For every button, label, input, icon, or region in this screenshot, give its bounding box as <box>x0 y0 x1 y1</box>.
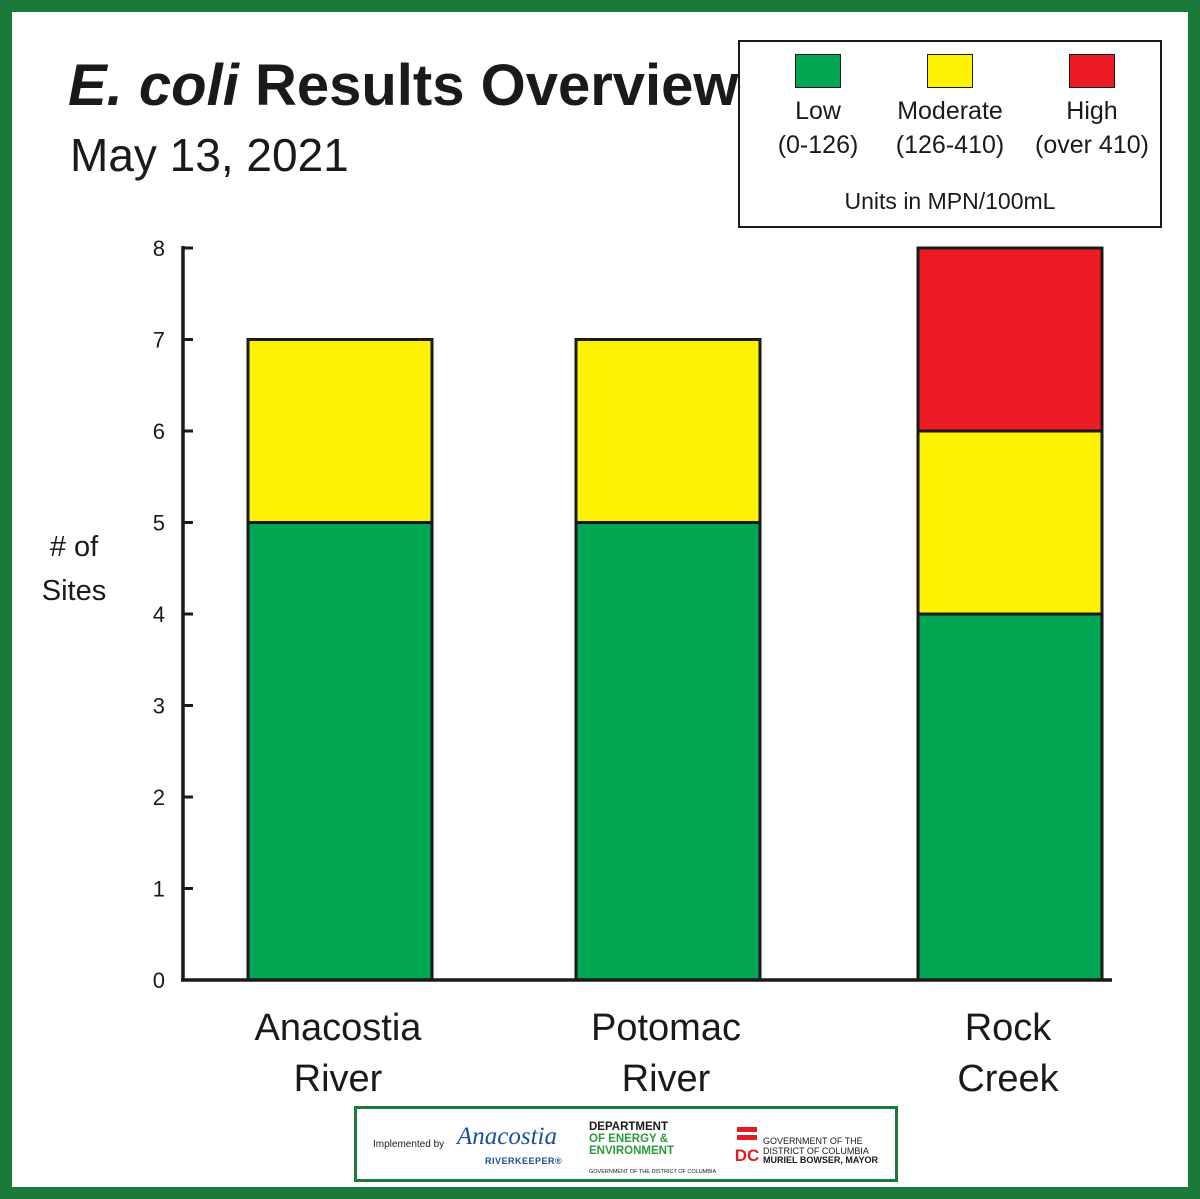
legend-item-high: High (over 410) <box>1022 54 1162 162</box>
dc-government-logo: GOVERNMENT OF THE DISTRICT OF COLUMBIA M… <box>763 1136 903 1166</box>
y-tick-label: 5 <box>153 511 165 536</box>
y-tick-label: 3 <box>153 694 165 719</box>
bar-segment <box>574 338 762 524</box>
x-category-label: Rock <box>965 1007 1053 1049</box>
y-axis-label: Sites <box>42 575 106 607</box>
y-tick-label: 7 <box>153 328 165 353</box>
x-category-label: Creek <box>957 1058 1059 1100</box>
bar-segment <box>916 429 1104 616</box>
legend-swatch-moderate <box>927 54 973 88</box>
y-tick-label: 6 <box>153 419 165 444</box>
legend-swatch-low <box>795 54 841 88</box>
y-axis-label: # of <box>50 531 99 563</box>
legend-item-low: Low (0-126) <box>748 54 888 162</box>
x-category-label: Anacostia <box>255 1007 423 1049</box>
legend-label-high: High <box>1066 97 1118 125</box>
y-tick-label: 4 <box>153 602 165 627</box>
y-tick-label: 1 <box>153 877 165 902</box>
doee-line-1: DEPARTMENT <box>589 1121 669 1133</box>
legend-item-moderate: Moderate (126-410) <box>880 54 1020 162</box>
riverkeeper-sub: RIVERKEEPER® <box>485 1156 563 1166</box>
chart-subtitle: May 13, 2021 <box>70 129 349 181</box>
dc-flag-icon: DC <box>735 1127 759 1165</box>
legend-range-moderate: (126-410) <box>895 131 1005 159</box>
gov-line-1: GOVERNMENT OF THE <box>763 1136 863 1146</box>
chart-title: E. coli Results Overview <box>68 52 739 119</box>
bar-segment <box>246 338 434 524</box>
legend-label-low: Low <box>795 97 841 125</box>
legend-range-low: (0-126) <box>777 131 859 159</box>
x-category-label: River <box>622 1058 711 1100</box>
bar-segment <box>574 521 762 982</box>
doee-logo: DEPARTMENT OF ENERGY & ENVIRONMENT <box>589 1121 719 1157</box>
bar-segment <box>916 612 1104 982</box>
doee-line-2: OF ENERGY & <box>589 1133 669 1145</box>
legend-range-high: (over 410) <box>1035 131 1149 159</box>
legend-swatch-high <box>1069 54 1115 88</box>
doee-sub: GOVERNMENT OF THE DISTRICT OF COLUMBIA <box>589 1169 717 1175</box>
x-category-label: River <box>294 1058 383 1100</box>
bar-segment <box>246 521 434 982</box>
implemented-by: Implemented by <box>373 1139 445 1150</box>
y-tick-label: 8 <box>153 236 165 261</box>
gov-line-2: DISTRICT OF COLUMBIA <box>763 1145 869 1156</box>
footer-sponsors: Implemented by Anacostia RIVERKEEPER® DE… <box>354 1106 898 1182</box>
legend: Low (0-126) Moderate (126-410) High (ove… <box>738 40 1162 228</box>
title-italic: E. coli <box>68 53 239 118</box>
y-tick-label: 2 <box>153 785 165 810</box>
y-tick-label: 0 <box>153 968 165 993</box>
svg-text:DC: DC <box>735 1146 759 1165</box>
gov-mayor: MURIEL BOWSER, MAYOR <box>763 1155 879 1165</box>
legend-label-moderate: Moderate <box>897 97 1003 125</box>
x-category-label: Potomac <box>591 1007 741 1049</box>
riverkeeper-logo: Anacostia <box>457 1123 557 1150</box>
doee-line-3: ENVIRONMENT <box>589 1145 674 1157</box>
bar-segment <box>916 246 1104 433</box>
legend-units: Units in MPN/100mL <box>844 188 1056 214</box>
title-rest: Results Overview <box>254 53 739 118</box>
